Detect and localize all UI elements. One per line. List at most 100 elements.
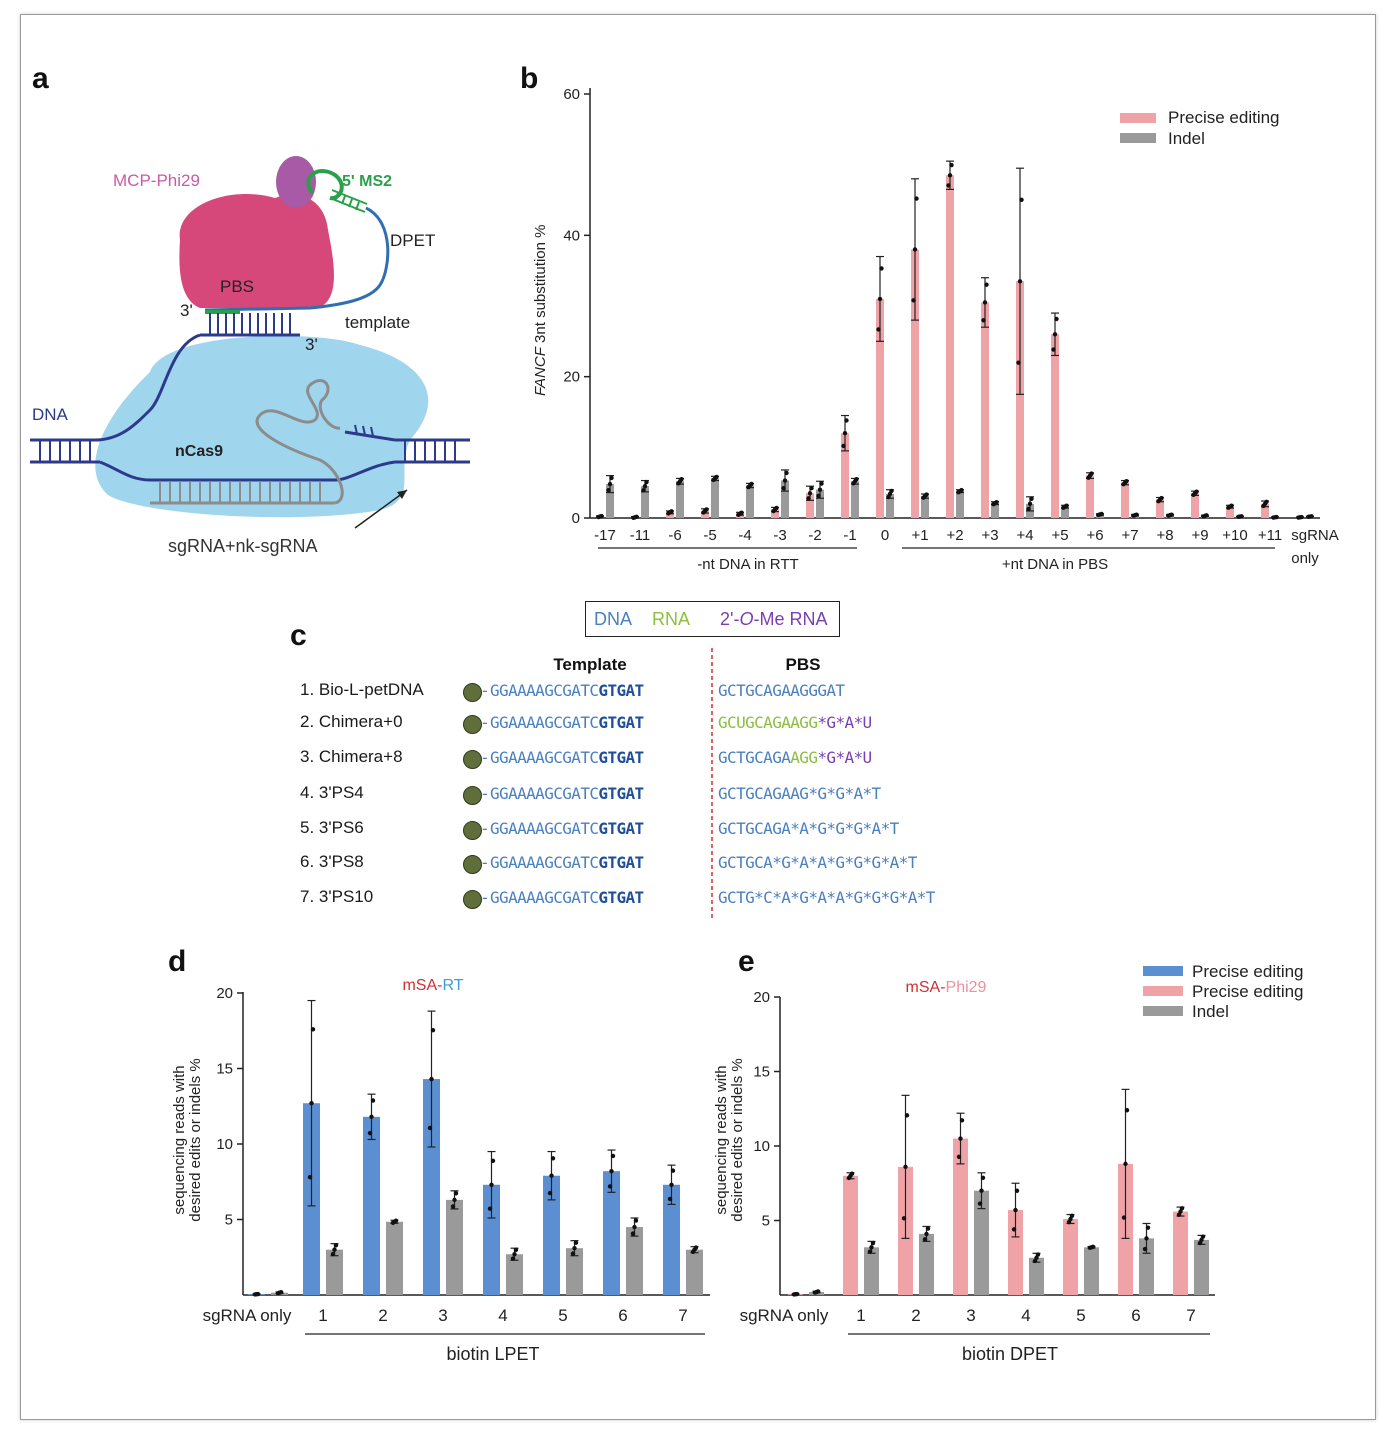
chart-b-x-tick-label: +2 <box>946 527 963 544</box>
linker-dash: - <box>480 853 490 872</box>
chart-d-data-point <box>333 1243 339 1248</box>
pbs-sequence: GCTGCAGA*A*G*G*G*A*T <box>718 819 899 838</box>
chart-b-bar <box>886 493 894 518</box>
chart-d-y-tick-label: 20 <box>216 985 233 1002</box>
chart-b-bar <box>1226 506 1234 518</box>
chart-e-data-point <box>904 1113 910 1118</box>
biotin-bead-icon <box>463 786 482 805</box>
biotin-bead-icon <box>463 821 482 840</box>
chart-b-y-tick-label: 40 <box>563 227 580 244</box>
chart-b-bar <box>641 486 649 518</box>
chart-d-y-label-2: desired edits or indels % <box>187 1058 204 1221</box>
legend-ome-rna: 2'-O-Me RNA <box>720 609 827 630</box>
chart-b-data-point <box>879 266 884 271</box>
chart-b-bar <box>781 480 789 518</box>
chart-b-bar <box>911 249 919 518</box>
pbs-seg: GCTGCAGAAG*G*G*A*T <box>718 784 881 803</box>
chart-b-data-point <box>774 505 779 511</box>
chart-b-data-point <box>1194 489 1199 494</box>
chart-b-x-tick-label: 0 <box>881 527 889 544</box>
three-prime-label-2: 3' <box>305 335 318 354</box>
chart-e-data-point <box>869 1245 874 1250</box>
chart-b-data-point <box>1239 514 1244 519</box>
linker-dash: - <box>480 784 490 803</box>
chart-b-x-tick-label: -5 <box>703 527 716 544</box>
chart-b-bar <box>816 489 824 518</box>
chart-e-data-point <box>1069 1213 1075 1218</box>
chart-b-data-point <box>914 196 919 201</box>
chart-e-bar <box>1063 1219 1078 1295</box>
chart-e-data-point <box>1123 1161 1128 1167</box>
chart-d-x-tick-label: 5 <box>558 1306 567 1325</box>
sequence-name: 7. 3'PS10 <box>300 887 374 906</box>
chart-d-data-point <box>369 1114 374 1120</box>
pbs-seg: GCTGCA*G*A*A*G*G*G*A*T <box>718 853 917 872</box>
chart-e-data-point <box>870 1240 876 1246</box>
three-prime-label-1: 3' <box>180 301 193 320</box>
chart-d-bar <box>446 1199 463 1295</box>
chart-b-y-label: FANCF 3nt substitution % <box>532 225 549 396</box>
chart-b-data-point <box>854 477 859 482</box>
molecule-type-legend: DNA RNA 2'-O-Me RNA <box>585 601 840 637</box>
chart-b-data-point <box>1309 514 1314 519</box>
chart-b-data-point <box>912 247 918 252</box>
chart-b-data-point <box>1099 511 1104 517</box>
template-seq-a: GGAAAAGCGATC <box>490 819 599 838</box>
chart-e-data-point <box>956 1154 962 1159</box>
chart-b-x-tick-label: -2 <box>808 527 821 544</box>
chart-b-data-point <box>1054 316 1059 322</box>
chart-b-data-point <box>877 296 883 302</box>
chart-b-y-ticks: 0 20 40 60 <box>563 86 590 527</box>
chart-b-data-point <box>806 496 811 501</box>
mcp-protein-shape <box>276 156 316 208</box>
chart-e-data-point <box>794 1291 800 1297</box>
chart-b-data-point <box>1124 478 1129 484</box>
chart-b-data-point <box>982 300 988 305</box>
chart-b-data-point <box>599 513 604 519</box>
ms2-label: 5' MS2 <box>342 173 392 190</box>
chart-b-x-tick-label: +3 <box>981 527 998 544</box>
template-seq-b: GTGAT <box>598 681 644 700</box>
chart-d-group-label: biotin LPET <box>446 1344 539 1364</box>
chart-d-bar <box>663 1184 680 1295</box>
chart-d-data-point <box>573 1240 579 1245</box>
chart-d-data-point <box>550 1156 556 1161</box>
chart-b-data-point <box>1052 332 1058 337</box>
chart-d-data-point <box>633 1218 639 1223</box>
legend-ome-suffix: -Me RNA <box>753 609 828 629</box>
chart-b-bar <box>956 491 964 518</box>
template-sequence: GGAAAAGCGATCGTGAT <box>490 713 644 732</box>
chart-b-bar <box>1156 499 1164 518</box>
schematic-diagram: MCP-Phi29 5' MS2 DPET PBS 3' template 3'… <box>30 156 470 556</box>
chart-e-x-tick-label: 7 <box>1186 1306 1195 1325</box>
template-seq-b: GTGAT <box>598 748 644 767</box>
chart-d-y-tick-label: 10 <box>216 1136 233 1153</box>
chart-d-y-tick-label: 15 <box>216 1061 233 1078</box>
dna-left-duplex <box>30 438 100 464</box>
chart-b-bar <box>711 478 719 518</box>
chart-b-data-point <box>1134 512 1139 517</box>
panel-letter-e: e <box>738 945 755 978</box>
chart-b-bar <box>1051 334 1059 518</box>
chart-d-data-point <box>453 1191 459 1196</box>
chart-e-bar <box>1173 1211 1188 1295</box>
chart-b-group-label-rtt: -nt DNA in RTT <box>697 556 798 573</box>
chart-b-bar <box>841 433 849 518</box>
chart-b-bar <box>946 175 954 518</box>
chart-d-data-point <box>255 1291 261 1297</box>
chart-b-data-point <box>644 479 649 485</box>
chart-e-y-tick-label: 15 <box>753 1064 770 1081</box>
biotin-bead-icon <box>463 855 482 874</box>
pbs-sequence: GCTGCA*G*A*A*G*G*G*A*T <box>718 853 917 872</box>
chart-e-data-point <box>849 1171 855 1176</box>
chart-d-data-point <box>632 1224 637 1230</box>
chart-e-data-point <box>901 1216 907 1221</box>
chart-e: sequencing reads with desired edits or i… <box>713 962 1304 1364</box>
chart-e-x-tick-label: 6 <box>1131 1306 1140 1325</box>
template-sequence: GGAAAAGCGATCGTGAT <box>490 681 644 700</box>
ms2-stem <box>329 189 368 213</box>
chart-b-x-tick-label: -4 <box>738 527 751 544</box>
pbs-sequence: GCTGCAGAAG*G*G*A*T <box>718 784 881 803</box>
chart-d-bar <box>626 1227 643 1295</box>
legend-b-precise-swatch <box>1120 113 1156 123</box>
